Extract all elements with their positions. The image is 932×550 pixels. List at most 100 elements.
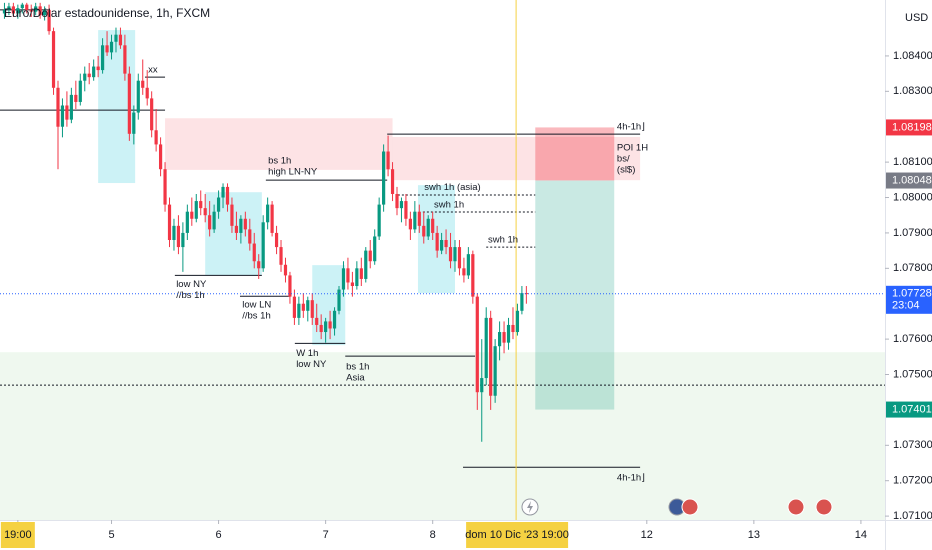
x-tick-label: 5 bbox=[108, 529, 114, 541]
candle-body bbox=[7, 6, 11, 10]
zone bbox=[535, 180, 615, 410]
annotation: low LN bbox=[242, 300, 271, 311]
candle-body bbox=[11, 6, 15, 14]
annotation: swh 1h bbox=[434, 199, 464, 210]
candle-body bbox=[350, 282, 354, 287]
candle-body bbox=[413, 211, 417, 230]
candle-body bbox=[203, 208, 207, 216]
candle-body bbox=[475, 296, 479, 393]
y-tick-label: 1.07200 bbox=[893, 475, 932, 487]
y-tick-label: 1.07100 bbox=[893, 510, 932, 522]
candle-body bbox=[444, 240, 448, 248]
candle-body bbox=[480, 378, 484, 393]
candle-body bbox=[87, 73, 91, 78]
candle-body bbox=[38, 6, 42, 16]
event-icon[interactable] bbox=[681, 498, 699, 516]
annotation: low NY bbox=[296, 359, 327, 370]
candle-body bbox=[274, 232, 279, 248]
event-icon[interactable] bbox=[815, 498, 833, 516]
annotation: bs/ bbox=[617, 153, 630, 164]
x-tick-highlight bbox=[0, 522, 35, 548]
candle-body bbox=[74, 94, 78, 102]
candle-body bbox=[181, 232, 185, 248]
currency: USD bbox=[905, 12, 928, 24]
candle-body bbox=[234, 225, 239, 233]
candle-body bbox=[404, 201, 408, 219]
candle-body bbox=[270, 204, 274, 233]
candle-body bbox=[332, 310, 337, 329]
candle-body bbox=[136, 80, 140, 113]
x-tick-label: 6 bbox=[216, 529, 222, 541]
candle-body bbox=[221, 186, 225, 198]
candle-body bbox=[132, 112, 136, 134]
candle-body bbox=[506, 324, 511, 343]
candle-body bbox=[172, 225, 176, 240]
candle-body bbox=[194, 201, 198, 219]
price-label: 1.07728 bbox=[892, 288, 932, 300]
candle-body bbox=[239, 218, 243, 233]
candle-body bbox=[386, 151, 390, 170]
candle-body bbox=[466, 254, 470, 276]
candle-body bbox=[225, 186, 230, 205]
candle-body bbox=[25, 4, 29, 10]
y-tick-label: 1.08100 bbox=[893, 156, 932, 168]
annotation: (sl$) bbox=[617, 164, 635, 175]
candle-body bbox=[109, 41, 114, 53]
crosshair-label-bg bbox=[466, 522, 569, 548]
crosshair-label: dom 10 Dic '23 19:00 bbox=[465, 529, 569, 541]
candle-body bbox=[199, 201, 203, 209]
candle-body bbox=[127, 73, 131, 134]
candle-body bbox=[47, 9, 51, 32]
candle-body bbox=[377, 204, 381, 237]
candle-body bbox=[283, 264, 288, 276]
x-tick-label: 7 bbox=[323, 529, 329, 541]
annotation: Asia bbox=[346, 373, 365, 384]
candle-body bbox=[453, 247, 457, 262]
candle-body bbox=[123, 45, 127, 74]
y-tick-label: 1.08000 bbox=[893, 191, 932, 203]
y-tick-label: 1.07600 bbox=[893, 333, 932, 345]
candle-body bbox=[297, 303, 301, 318]
zone bbox=[0, 352, 885, 520]
candle-body bbox=[355, 268, 359, 287]
x-tick-label: 19:00 bbox=[4, 529, 32, 541]
chart-title: Euro/Dólar estadounidense, 1h, FXCM bbox=[4, 6, 210, 20]
candle-body bbox=[252, 243, 256, 262]
candle-body bbox=[279, 247, 283, 265]
zone bbox=[165, 118, 393, 170]
candle-body bbox=[154, 130, 158, 145]
price-label-sub: 23:04 bbox=[892, 300, 920, 312]
x-tick-label: 8 bbox=[430, 529, 436, 541]
candle-body bbox=[141, 80, 145, 88]
price-label: 1.08198 bbox=[892, 121, 932, 133]
candle-body bbox=[208, 215, 212, 230]
annotation: //bs 1h bbox=[176, 290, 205, 301]
candle-body bbox=[34, 6, 38, 12]
candle-body bbox=[51, 31, 56, 88]
candle-body bbox=[92, 66, 96, 78]
candle-body bbox=[462, 268, 466, 276]
candle-body bbox=[145, 87, 149, 99]
annotation: bs 1h bbox=[268, 156, 291, 167]
candle-body bbox=[301, 303, 305, 311]
candle-body bbox=[230, 204, 234, 226]
annotation: xx bbox=[148, 65, 158, 76]
y-tick-label: 1.07800 bbox=[893, 262, 932, 274]
candle-body bbox=[426, 218, 430, 237]
candle-body bbox=[359, 268, 363, 279]
candle-body bbox=[319, 324, 323, 333]
y-tick-label: 1.07900 bbox=[893, 227, 932, 239]
candle-body bbox=[346, 268, 350, 283]
candle-body bbox=[337, 289, 341, 311]
candle-body bbox=[20, 4, 24, 9]
event-icon[interactable] bbox=[787, 498, 805, 516]
candle-body bbox=[292, 296, 297, 318]
candle-body bbox=[163, 169, 167, 205]
candle-body bbox=[328, 321, 332, 329]
candle-body bbox=[257, 261, 261, 269]
price-label-bg bbox=[886, 172, 932, 189]
candle-body bbox=[150, 98, 154, 131]
candle-body bbox=[435, 232, 439, 251]
